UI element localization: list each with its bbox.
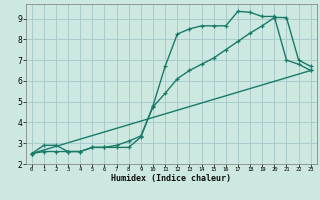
X-axis label: Humidex (Indice chaleur): Humidex (Indice chaleur)	[111, 174, 231, 183]
